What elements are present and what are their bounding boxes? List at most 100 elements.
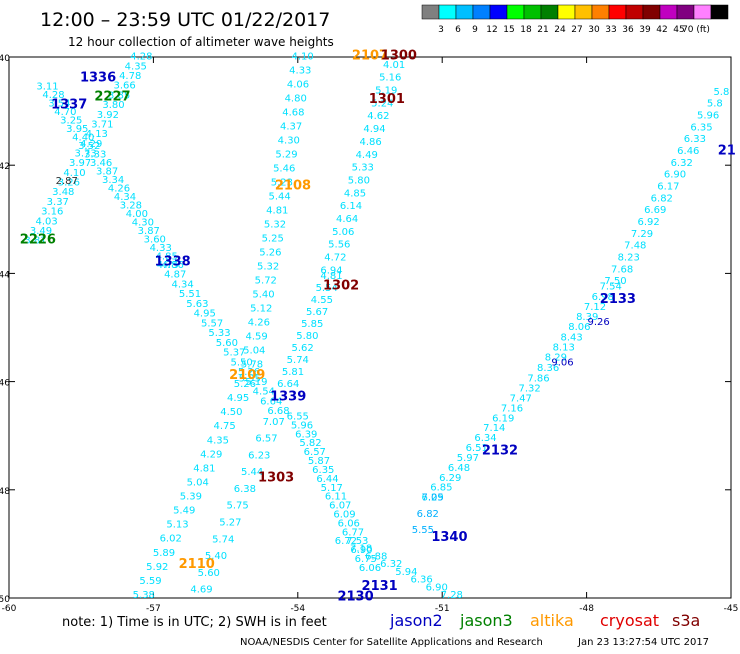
swh-value: 3.97 bbox=[69, 158, 91, 169]
swh-value: 6.57 bbox=[255, 434, 277, 445]
track-id-label: 2109 bbox=[229, 368, 265, 383]
swh-value: 6.06 bbox=[338, 518, 360, 529]
swh-value: 4.30 bbox=[132, 218, 154, 229]
swh-value: 5.19 bbox=[375, 86, 397, 97]
swh-value: 3.52 bbox=[78, 141, 100, 152]
swh-value: 5.32 bbox=[257, 262, 279, 273]
swh-value: 4.29 bbox=[200, 449, 222, 460]
swh-value: 5.50 bbox=[230, 357, 252, 368]
colorbar-box bbox=[438, 4, 457, 20]
x-tick-label: -57 bbox=[146, 604, 161, 614]
swh-value: 6.36 bbox=[410, 575, 432, 586]
swh-value: 5.33 bbox=[352, 163, 374, 174]
swh-value: 6.32 bbox=[380, 559, 402, 570]
swh-value: 9.06 bbox=[551, 357, 573, 368]
swh-value: 5.16 bbox=[379, 73, 401, 84]
track-line: 3.114.283.544.703.253.954.403.523.333.46… bbox=[36, 82, 183, 272]
colorbar-box bbox=[540, 4, 559, 20]
legend-note: note: 1) Time is in UTC; 2) SWH is in fe… bbox=[62, 615, 327, 630]
swh-value: 6.06 bbox=[359, 563, 381, 574]
swh-value: 3.60 bbox=[144, 235, 166, 246]
swh-value: 5.82 bbox=[299, 438, 321, 449]
colorbar-label: 3 bbox=[438, 25, 444, 35]
x-tick-label: -54 bbox=[290, 604, 305, 614]
swh-value: 3.54 bbox=[48, 99, 70, 110]
swh-value: 5.74 bbox=[212, 534, 234, 545]
track-line: 6.296.856.296.485.976.516.347.146.197.16… bbox=[421, 374, 549, 504]
swh-value: 3.87 bbox=[96, 167, 118, 178]
swh-value: 5.49 bbox=[173, 506, 195, 517]
swh-value: 3.92 bbox=[97, 110, 119, 121]
track-id-label: 1339 bbox=[270, 390, 306, 405]
track-line: 4.10 4.33 4.06 4.80 4.68 4.37 4.30 5.29 5.46 5.23… bbox=[239, 52, 314, 385]
swh-value: 4.33 bbox=[289, 66, 311, 77]
colorbar-label: 42 bbox=[656, 25, 667, 35]
swh-value: 5.39 bbox=[180, 492, 202, 503]
track-line: 4.815.544.555.675.855.805.625.745.816.64 bbox=[277, 271, 343, 390]
swh-value: 4.06 bbox=[287, 80, 309, 91]
swh-value: 4.10 bbox=[291, 52, 313, 63]
x-tick-label: -51 bbox=[435, 604, 450, 614]
swh-value: 3.37 bbox=[47, 197, 69, 208]
swh-value: 7.68 bbox=[611, 264, 633, 275]
page-subtitle: 12 hour collection of altimeter wave hei… bbox=[68, 35, 334, 49]
track-line: 5.55 6.82 7.05 bbox=[412, 493, 444, 536]
swh-value: 4.54 bbox=[253, 387, 275, 398]
swh-value: 6.29 bbox=[421, 493, 443, 504]
swh-value: 6.94 bbox=[320, 265, 342, 276]
colorbar-label: 70 (ft) bbox=[682, 25, 710, 35]
track-line: 4.754.874.345.515.634.955.575.335.605.37… bbox=[157, 260, 290, 417]
swh-value: 3.66 bbox=[113, 81, 135, 92]
track-line: 4.01 5.16 5.195.24 4.62 4.94 4.86 4.49 5.33 5.80… bbox=[320, 60, 405, 277]
swh-value: 5.26 bbox=[259, 248, 281, 259]
swh-value: 3.28 bbox=[120, 201, 142, 212]
swh-value: 4.95 bbox=[227, 393, 249, 404]
colorbar-label: 30 bbox=[588, 25, 600, 35]
track-id-label: 2133 bbox=[600, 292, 636, 307]
legend-jason3: jason3 bbox=[459, 611, 513, 630]
swh-value: 3.48 bbox=[52, 187, 74, 198]
swh-value: 6.90 bbox=[350, 545, 372, 556]
swh-value: 6.09 bbox=[333, 510, 355, 521]
swh-value: 6.55 bbox=[287, 412, 309, 423]
satellite-legend: jason2 jason3 altika cryosat s3a bbox=[389, 611, 700, 630]
swh-value: 3.46 bbox=[90, 158, 112, 169]
track-id-label: 2130 bbox=[337, 590, 373, 605]
y-tick-label: -44 bbox=[0, 270, 10, 280]
plot-frame bbox=[8, 56, 732, 599]
swh-value: 4.28 bbox=[42, 90, 64, 101]
swh-value: 5.40 bbox=[252, 290, 274, 301]
swh-value: 6.34 bbox=[474, 433, 496, 444]
swh-value: 4.62 bbox=[367, 111, 389, 122]
swh-value: 5.74 bbox=[287, 355, 309, 366]
swh-value: 7.07 bbox=[263, 417, 285, 428]
swh-value: 6.35 bbox=[690, 122, 712, 133]
track-id-label: 21 bbox=[718, 143, 736, 158]
swh-value: 4.69 bbox=[190, 585, 212, 596]
swh-value: 3.81 bbox=[24, 236, 46, 247]
swh-value: 6.07 bbox=[329, 501, 351, 512]
swh-value: 5.8 bbox=[707, 99, 723, 110]
colorbar-box bbox=[455, 4, 474, 20]
track-line: 5.26 4.95 4.50 4.75 4.35 4.29 4.81 5.04 5.39 5.49… bbox=[133, 379, 256, 601]
swh-value: 6.23 bbox=[248, 450, 270, 461]
swh-value: 4.75 bbox=[157, 260, 179, 271]
colorbar-box bbox=[557, 4, 576, 20]
y-tick-label: -40 bbox=[0, 54, 10, 64]
swh-value: 5.12 bbox=[250, 304, 272, 315]
swh-value: 7.16 bbox=[501, 403, 523, 414]
swh-value: 3.11 bbox=[36, 82, 58, 93]
colorbar-label: 18 bbox=[520, 25, 532, 35]
track-id-label: 1338 bbox=[155, 254, 191, 269]
track-id-label: 2131 bbox=[362, 579, 398, 594]
swh-value: 5.8 bbox=[713, 87, 729, 98]
swh-value: 7.48 bbox=[624, 241, 646, 252]
swh-value: 6.64 bbox=[260, 396, 282, 407]
swh-value: 4.29 bbox=[80, 139, 102, 150]
swh-value: 5.17 bbox=[321, 483, 343, 494]
colorbar-box bbox=[693, 4, 712, 20]
axis-ticks: -60 -57 -54 -51 -48 -45 -40 -42 -44 -46 -48 -50 bbox=[0, 54, 738, 614]
swh-value: 5.44 bbox=[241, 467, 263, 478]
